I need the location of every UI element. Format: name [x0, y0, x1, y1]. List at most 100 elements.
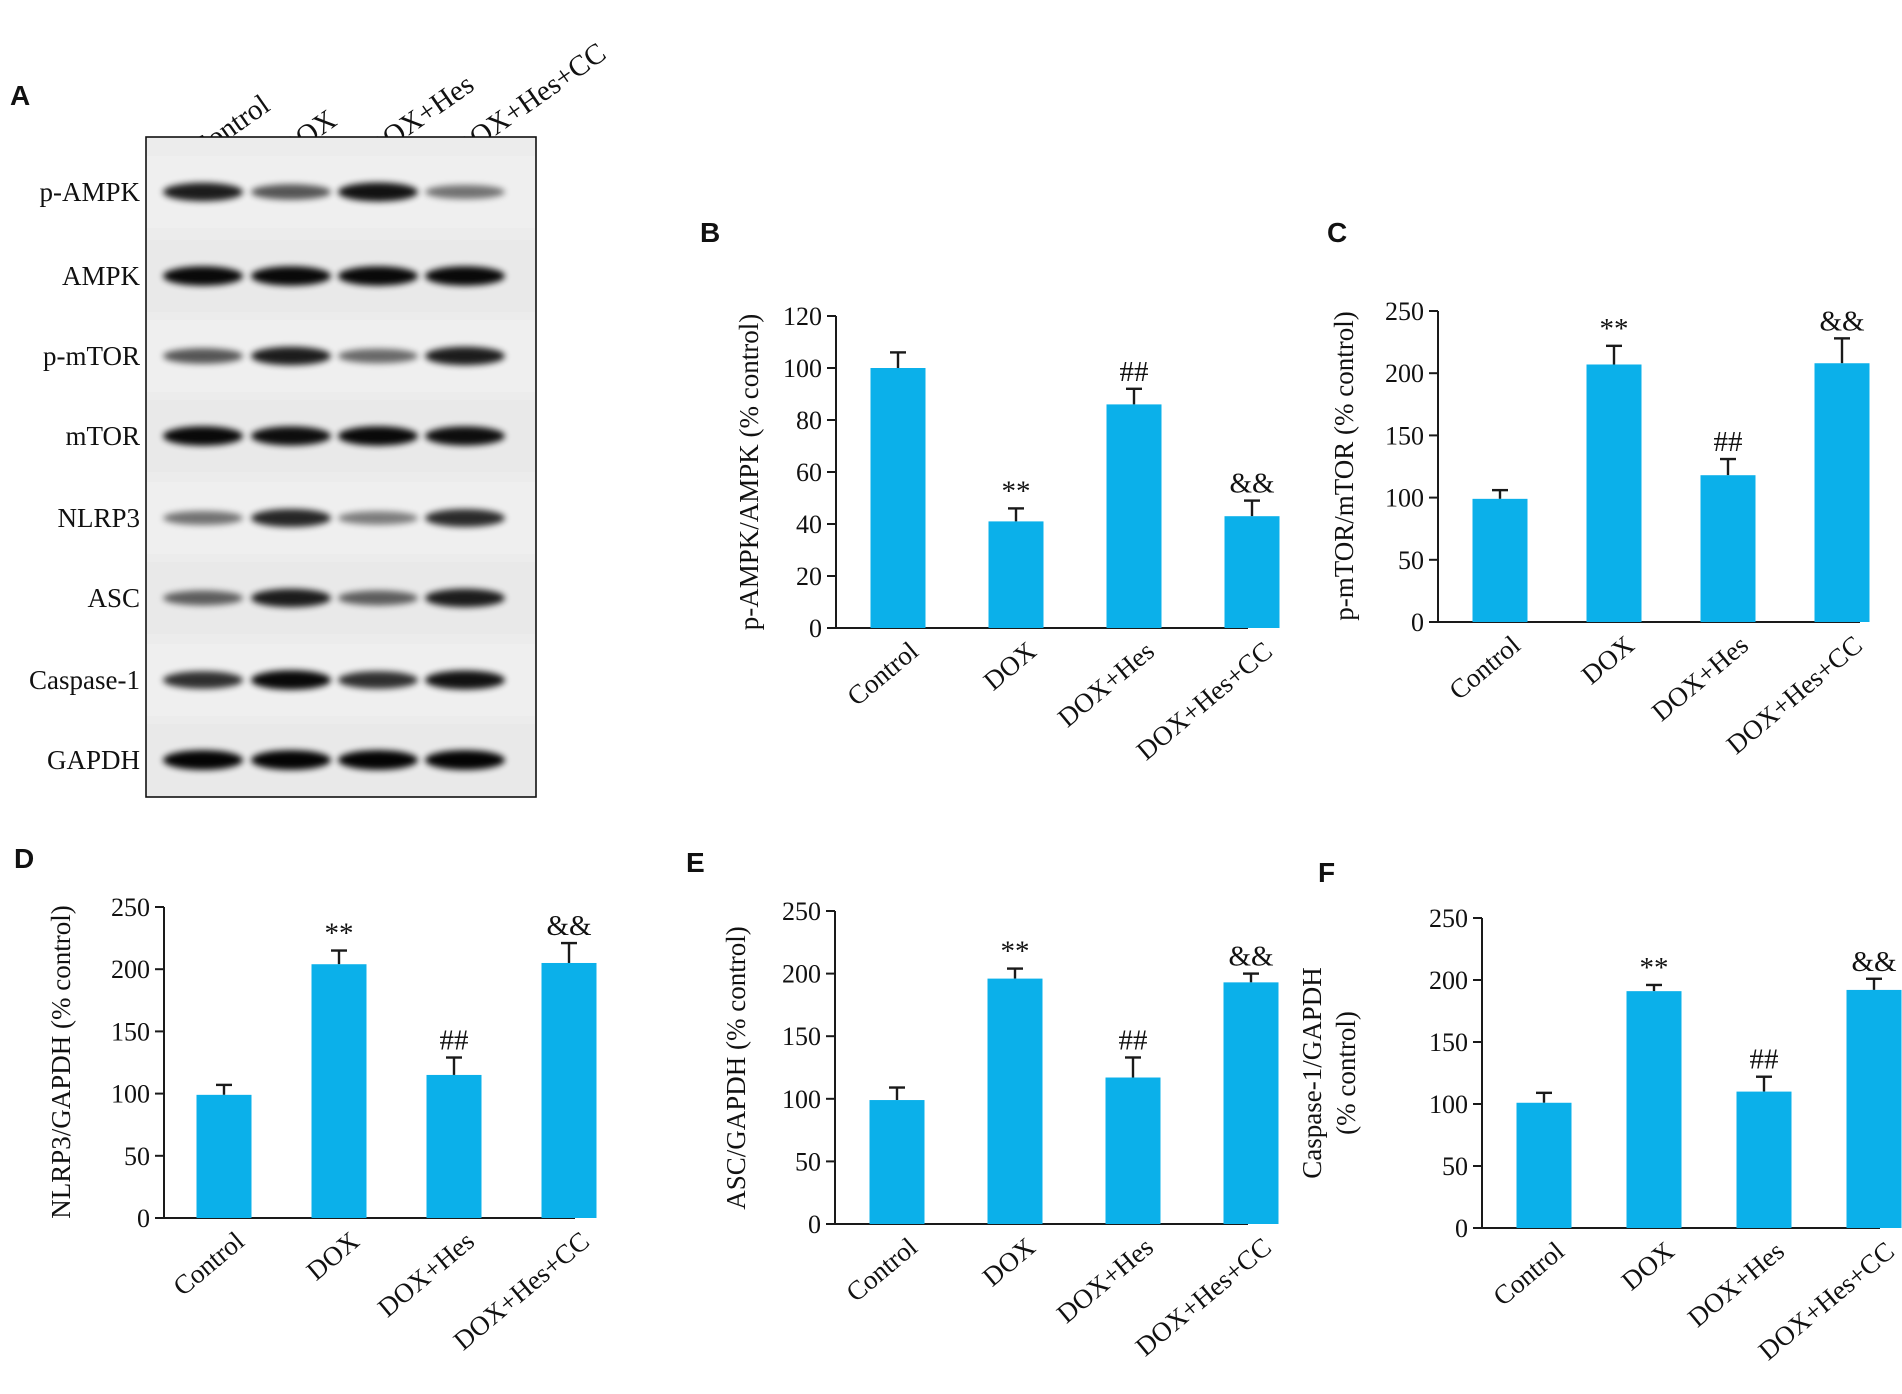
panel-label: B — [700, 217, 720, 248]
blot-band — [338, 266, 418, 286]
y-axis-label: (% control) — [1331, 1011, 1361, 1135]
blot-band — [163, 511, 243, 525]
y-tick-label: 200 — [1385, 359, 1424, 388]
y-tick-label: 150 — [111, 1017, 150, 1046]
bar — [1626, 991, 1682, 1228]
y-tick-label: 250 — [1429, 904, 1468, 933]
chart-panel-d: D 0 50 100 150 200 250 NLRP3/GAPDH (% control) C… — [14, 843, 597, 1356]
blot-band — [251, 588, 331, 608]
blot-band — [251, 346, 331, 366]
y-tick-label: 50 — [1442, 1152, 1468, 1181]
bar — [1814, 363, 1870, 622]
blot-band — [338, 182, 418, 202]
panel-label: D — [14, 843, 34, 874]
y-tick-label: 0 — [1411, 608, 1424, 637]
y-tick-label: 150 — [1385, 421, 1424, 450]
x-tick-label: DOX — [1576, 629, 1640, 690]
blot-row-label: Caspase-1 — [29, 665, 140, 695]
blot-row-label: mTOR — [65, 421, 140, 451]
y-tick-label: 120 — [783, 302, 822, 331]
y-tick-label: 20 — [796, 562, 822, 591]
x-tick-label: Control — [167, 1226, 249, 1302]
bar — [1223, 982, 1279, 1224]
y-axis-label: NLRP3/GAPDH (% control) — [46, 905, 76, 1218]
bar — [870, 368, 926, 628]
panel-label-a: A — [10, 80, 30, 111]
bar — [1106, 404, 1162, 628]
significance-mark: ## — [1119, 1024, 1148, 1056]
significance-mark: && — [546, 910, 592, 942]
significance-mark: ## — [1750, 1044, 1779, 1076]
blot-band — [338, 750, 418, 770]
significance-mark: ** — [1001, 936, 1030, 968]
blot-band — [425, 588, 505, 608]
y-tick-label: 250 — [111, 893, 150, 922]
blot-band — [163, 590, 243, 606]
blot-band — [163, 750, 243, 770]
x-tick-label: DOX+Hes — [372, 1226, 480, 1323]
bar — [988, 521, 1044, 628]
blot-band — [425, 266, 505, 286]
x-tick-label: DOX+Hes — [1682, 1236, 1790, 1333]
significance-mark: && — [1851, 946, 1897, 978]
blot-band — [251, 670, 331, 690]
bar — [1700, 475, 1756, 622]
y-tick-label: 200 — [1429, 966, 1468, 995]
x-tick-label: DOX — [977, 1231, 1041, 1292]
panel-label: F — [1318, 857, 1335, 888]
x-tick-label: Control — [1487, 1236, 1569, 1312]
blot-band — [338, 590, 418, 606]
x-tick-label: DOX — [301, 1225, 365, 1286]
blot-band — [163, 426, 243, 446]
x-tick-label: DOX — [978, 635, 1042, 696]
y-tick-label: 0 — [137, 1204, 150, 1233]
y-tick-label: 0 — [809, 614, 822, 643]
bar — [1736, 1091, 1792, 1228]
y-tick-label: 50 — [124, 1142, 150, 1171]
blot-band — [425, 509, 505, 527]
y-tick-label: 50 — [1398, 546, 1424, 575]
blot-band — [425, 426, 505, 446]
y-axis-label: p-AMPK/AMPK (% control) — [734, 314, 764, 631]
bar — [869, 1100, 925, 1224]
bar — [1472, 498, 1528, 622]
blot-band — [425, 185, 505, 199]
y-tick-label: 250 — [1385, 297, 1424, 326]
significance-mark: && — [1229, 468, 1275, 500]
blot-band — [163, 671, 243, 689]
blot-band — [425, 750, 505, 770]
y-tick-label: 150 — [1429, 1028, 1468, 1057]
significance-mark: ## — [1714, 426, 1743, 458]
bar — [1105, 1077, 1161, 1224]
blot-band — [338, 348, 418, 364]
bar — [1846, 989, 1902, 1228]
y-tick-label: 150 — [782, 1022, 821, 1051]
y-tick-label: 250 — [782, 897, 821, 926]
significance-mark: && — [1228, 941, 1274, 973]
x-tick-label: Control — [1443, 630, 1525, 706]
y-tick-label: 40 — [796, 510, 822, 539]
x-tick-label: Control — [841, 636, 923, 712]
blot-row-label: ASC — [87, 583, 140, 613]
chart-panel-b: B 0 20 40 60 80 100 120 p-AMPK/AMPK (% control) C… — [700, 217, 1280, 766]
y-tick-label: 100 — [111, 1080, 150, 1109]
blot-band — [425, 670, 505, 690]
significance-mark: ** — [1640, 952, 1669, 984]
bar — [311, 964, 367, 1218]
panel-label: E — [686, 847, 705, 878]
blot-row-label: AMPK — [62, 261, 141, 291]
x-tick-label: Control — [840, 1232, 922, 1308]
y-tick-label: 100 — [782, 1085, 821, 1114]
y-tick-label: 100 — [1385, 484, 1424, 513]
y-axis-label: p-mTOR/mTOR (% control) — [1329, 311, 1359, 620]
blot-band — [163, 348, 243, 364]
significance-mark: ** — [1002, 475, 1031, 507]
blot-band — [251, 426, 331, 446]
blot-row-label: p-mTOR — [43, 341, 140, 371]
significance-mark: && — [1819, 305, 1865, 337]
x-tick-label: DOX — [1616, 1235, 1680, 1296]
blot-band — [251, 266, 331, 286]
chart-panel-e: E 0 50 100 150 200 250 ASC/GAPDH (% control) Con… — [686, 847, 1279, 1362]
